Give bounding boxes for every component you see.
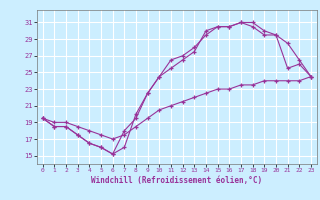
- X-axis label: Windchill (Refroidissement éolien,°C): Windchill (Refroidissement éolien,°C): [91, 176, 262, 185]
